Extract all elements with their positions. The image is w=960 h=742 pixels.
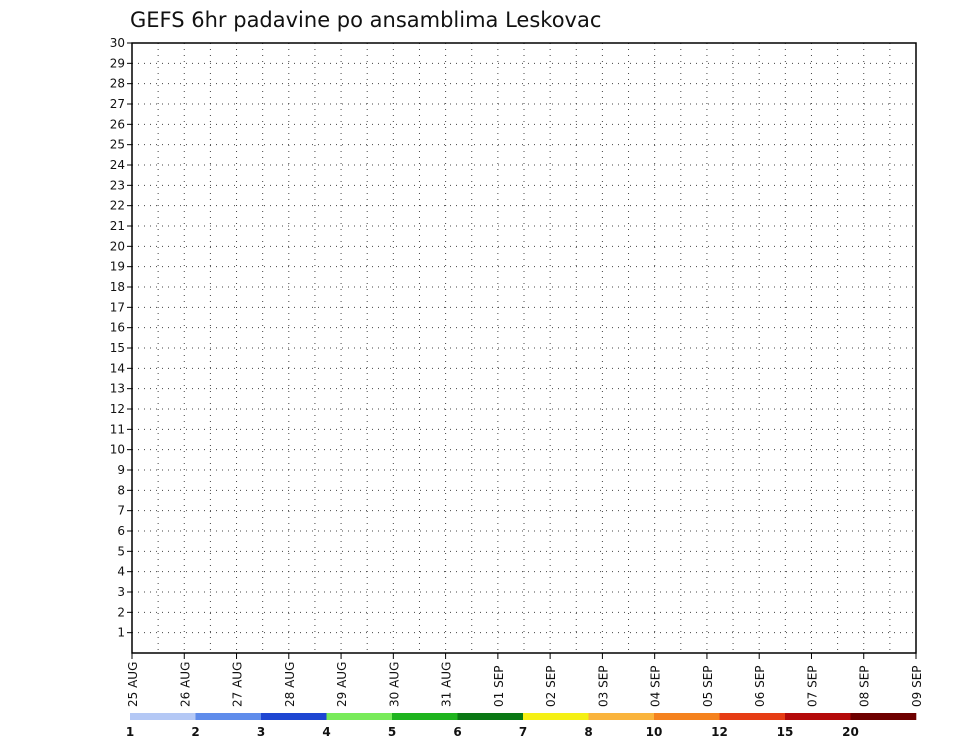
color-legend-label: 12 [711,725,728,739]
y-tick-label: 30 [110,36,125,50]
x-tick-label: 31 AUG [440,662,454,707]
color-legend-label: 3 [257,725,265,739]
x-tick-label: 25 AUG [126,662,140,707]
y-tick-label: 23 [110,178,125,192]
y-tick-label: 18 [110,280,125,294]
color-legend-swatch [523,713,589,720]
color-legend-swatch [457,713,524,720]
y-tick-label: 28 [110,77,125,91]
x-tick-label: 30 AUG [387,662,401,707]
x-tick-label: 26 AUG [178,662,192,707]
y-tick-label: 10 [110,443,125,457]
x-tick-label: 07 SEP [805,665,819,707]
y-tick-label: 8 [117,483,125,497]
y-tick-label: 24 [110,158,125,172]
color-legend-swatch [326,713,393,720]
color-legend-swatch [719,713,786,720]
y-tick-label: 21 [110,219,125,233]
y-tick-label: 13 [110,382,125,396]
axes: 1234567891011121314151617181920212223242… [110,36,924,707]
y-tick-label: 7 [117,504,125,518]
x-tick-label: 29 AUG [335,662,349,707]
color-legend-label: 15 [777,725,794,739]
color-legend-label: 8 [584,725,592,739]
y-tick-label: 17 [110,300,125,314]
y-tick-label: 9 [117,463,125,477]
x-tick-label: 09 SEP [910,665,924,707]
color-legend-label: 5 [388,725,396,739]
y-tick-label: 20 [110,239,125,253]
x-tick-label: 28 AUG [283,662,297,707]
x-tick-label: 01 SEP [492,665,506,707]
color-legend-label: 4 [322,725,330,739]
y-tick-label: 6 [117,524,125,538]
y-tick-label: 29 [110,56,125,70]
x-tick-label: 02 SEP [544,665,558,707]
color-legend-swatch [785,713,851,720]
y-tick-label: 5 [117,544,125,558]
color-legend-swatch [195,713,262,720]
y-tick-label: 12 [110,402,125,416]
x-tick-label: 06 SEP [753,665,767,707]
x-tick-label: 08 SEP [858,665,872,707]
color-legend-swatch [392,713,458,720]
y-tick-label: 2 [117,605,125,619]
chart-title: GEFS 6hr padavine po ansamblima Leskovac [130,8,601,32]
y-tick-label: 26 [110,117,125,131]
y-tick-label: 19 [110,260,125,274]
y-tick-label: 4 [117,565,125,579]
color-legend-swatch [588,713,655,720]
color-legend-label: 1 [126,725,134,739]
color-legend-label: 7 [519,725,527,739]
color-legend-label: 2 [191,725,199,739]
y-tick-label: 11 [110,422,125,436]
y-tick-label: 1 [117,626,125,640]
y-tick-label: 22 [110,199,125,213]
color-legend-swatch [654,713,720,720]
x-tick-label: 04 SEP [649,665,663,707]
color-legend-swatch [130,713,196,720]
y-tick-label: 3 [117,585,125,599]
y-tick-label: 14 [110,361,125,375]
color-legend-label: 10 [646,725,663,739]
color-legend-swatch [261,713,327,720]
y-tick-label: 25 [110,138,125,152]
color-legend-label: 20 [842,725,859,739]
color-legend-label: 6 [453,725,461,739]
x-tick-label: 03 SEP [596,665,610,707]
x-tick-label: 05 SEP [701,665,715,707]
y-tick-label: 27 [110,97,125,111]
x-tick-label: 27 AUG [231,662,245,707]
color-legend-swatch [850,713,917,720]
y-tick-label: 16 [110,321,125,335]
color-legend: 1 2 3 4 5 6 7 8 10 12 15 20 [126,713,917,739]
y-tick-label: 15 [110,341,125,355]
